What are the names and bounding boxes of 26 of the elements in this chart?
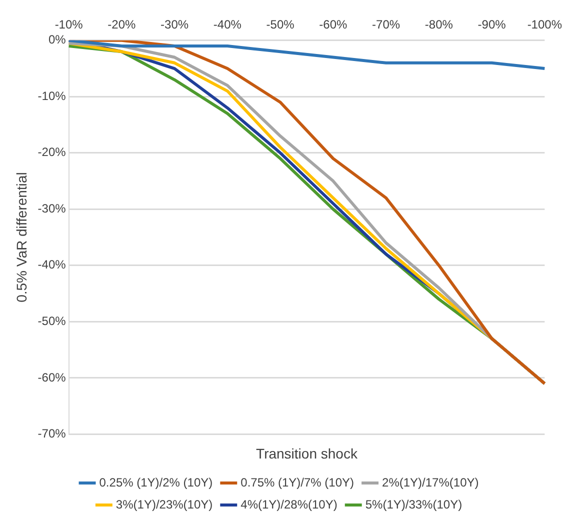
legend-label: 0.75% (1Y)/7% (10Y)	[240, 475, 354, 490]
legend-label: 2%(1Y)/17%(10Y)	[382, 475, 479, 490]
legend-label: 5%(1Y)/33%(10Y)	[365, 497, 462, 512]
x-tick-label: -20%	[108, 18, 136, 32]
x-tick-label: -50%	[266, 18, 295, 32]
x-tick-label: -60%	[319, 18, 348, 32]
x-tick-label: -30%	[160, 18, 189, 32]
legend-label: 4%(1Y)/28%(10Y)	[240, 497, 338, 512]
x-tick-label: -90%	[478, 18, 506, 32]
y-tick-label: 0%	[48, 32, 66, 47]
x-axis-title: Transition shock	[256, 445, 358, 462]
y-tick-label: -60%	[38, 370, 66, 384]
y-tick-label: -50%	[38, 314, 66, 328]
x-tick-label: -80%	[424, 18, 454, 32]
y-axis-title: 0.5% VaR differential	[13, 172, 30, 302]
x-tick-label: -40%	[213, 18, 242, 32]
x-tick-label: -100%	[527, 18, 562, 32]
legend-label: 0.25% (1Y)/2% (10Y)	[99, 475, 213, 490]
y-tick-label: -10%	[38, 88, 66, 103]
legend-label: 3%(1Y)/23%(10Y)	[116, 497, 213, 512]
x-tick-label: -10%	[54, 18, 84, 32]
y-tick-label: -70%	[38, 426, 66, 441]
y-tick-label: -20%	[38, 145, 66, 160]
y-tick-label: -30%	[38, 201, 66, 216]
x-tick-label: -70%	[372, 18, 400, 32]
y-tick-label: -40%	[38, 258, 66, 272]
